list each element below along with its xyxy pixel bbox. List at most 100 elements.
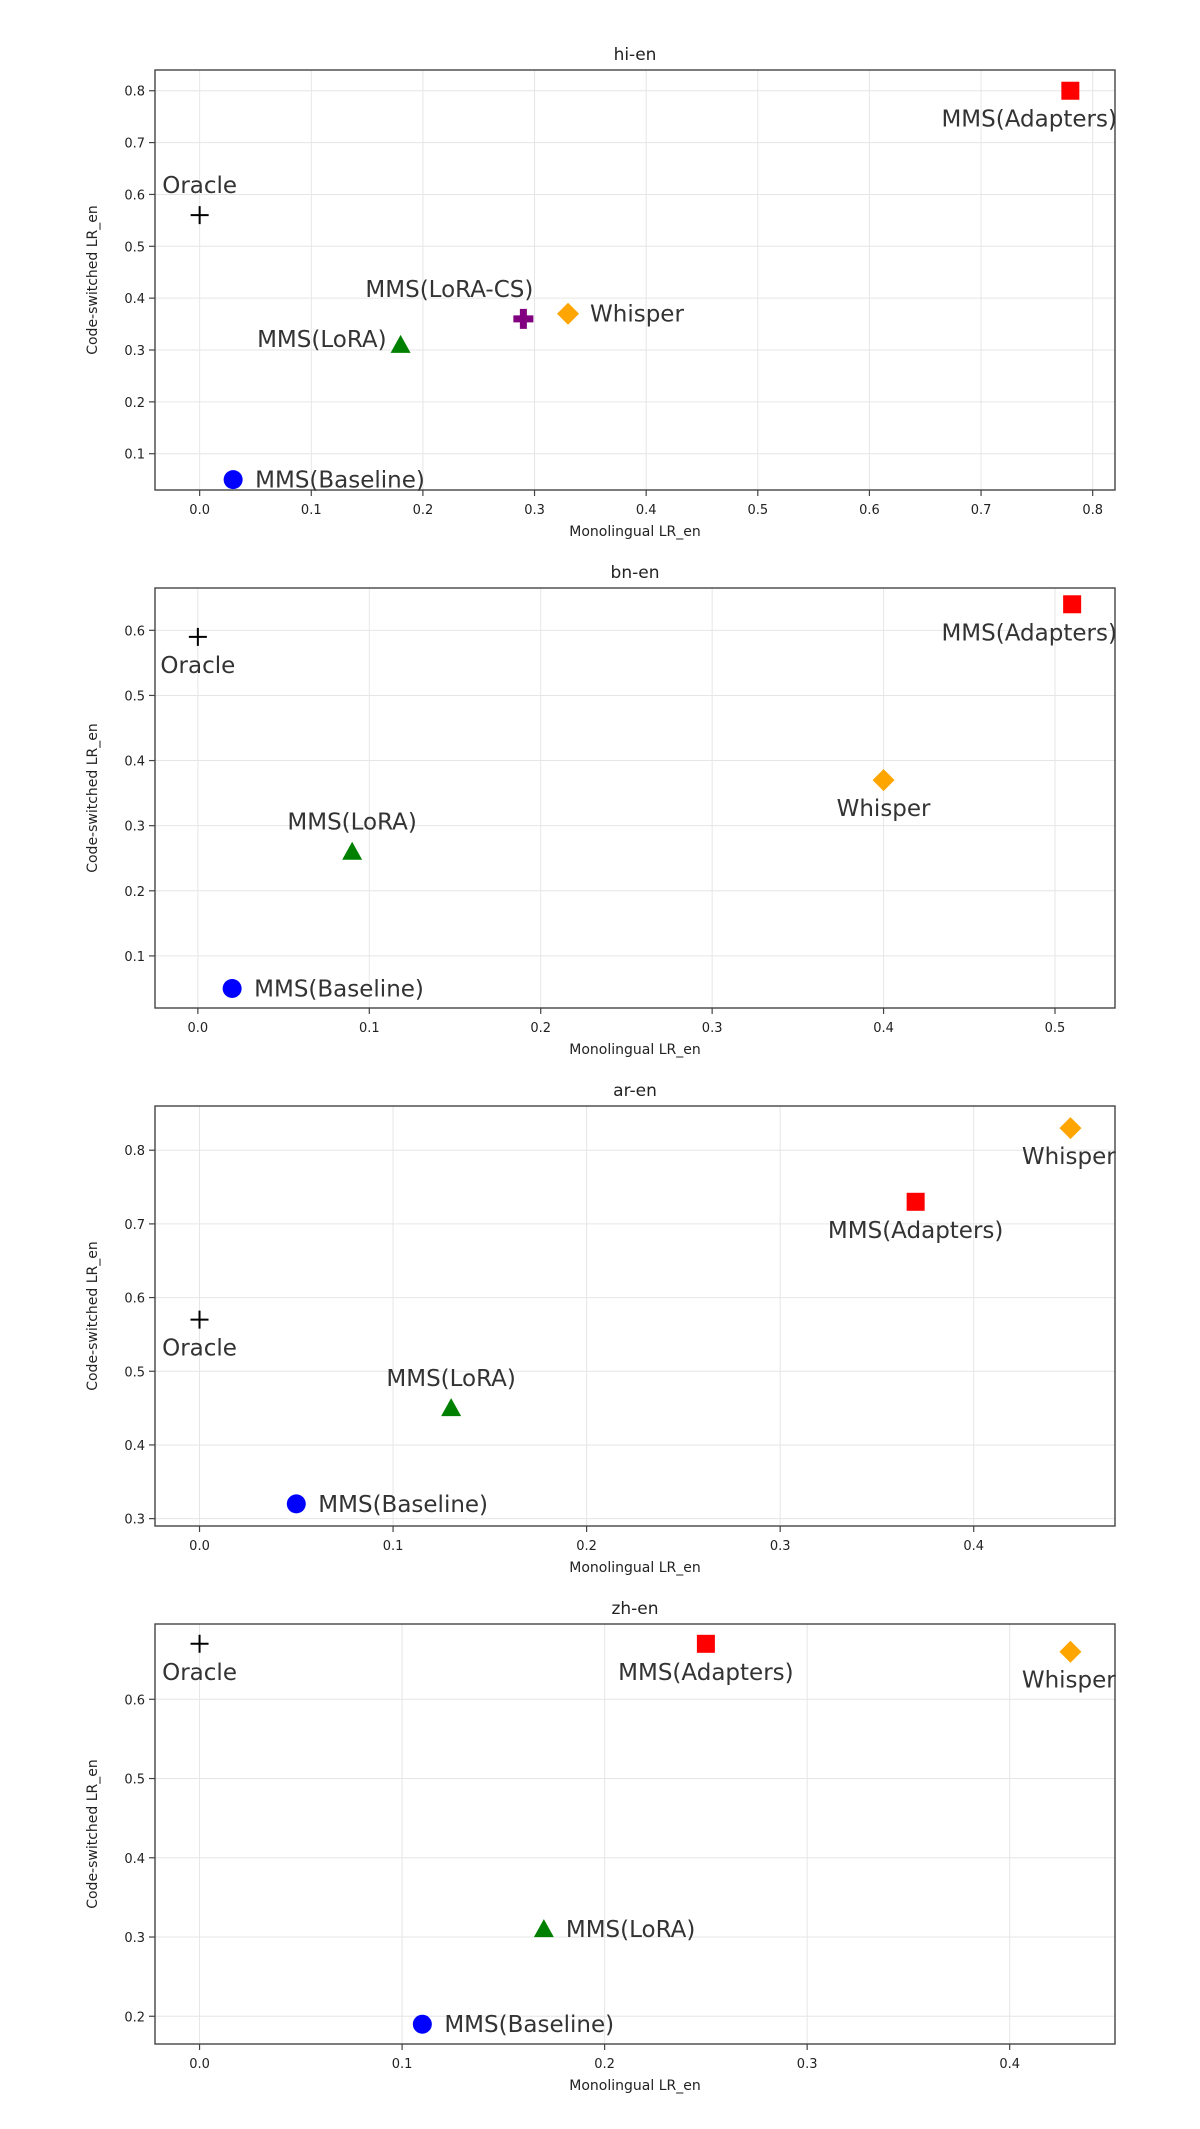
x-tick-label: 0.1 [383,1539,404,1554]
point-marker [441,1398,462,1417]
y-tick-label: 0.6 [124,1693,145,1708]
y-tick-label: 0.2 [124,2010,145,2025]
plot-frame [154,587,1116,1009]
x-tick-label: 0.2 [530,1021,551,1036]
point-marker [190,1310,209,1329]
x-tick-label: 0.3 [702,1021,723,1036]
point-marker [222,978,242,998]
y-tick-label: 0.2 [124,396,145,411]
y-tick-label: 0.2 [124,885,145,900]
x-tick-label: 0.4 [963,1539,984,1554]
point-marker [188,627,207,646]
chart-title: zh-en [611,1599,658,1619]
x-axis-label: Monolingual LR_en [569,1560,700,1576]
point-marker [342,841,363,860]
y-tick-label: 0.4 [124,755,145,770]
x-tick-label: 0.6 [859,503,880,518]
point-label: MMS(LoRA-CS) [365,277,533,303]
y-tick-label: 0.3 [124,1931,145,1946]
point-marker [513,308,534,329]
point-label: Oracle [162,1660,237,1686]
x-tick-label: 0.0 [188,1021,209,1036]
plot-frame [154,1623,1116,2045]
point-label: Oracle [162,173,237,199]
chart-panel-bn-en: 0.0 0.1 0.2 0.3 0.4 0.5 0.1 0.2 0.3 0.4 0.5 0.6 bn-e… [85,563,1117,1058]
y-tick-label: 0.6 [124,1292,145,1307]
y-tick-label: 0.8 [124,85,145,100]
point-label: MMS(Baseline) [255,468,425,494]
y-tick-label: 0.4 [124,292,145,307]
point-marker [872,769,895,792]
x-tick-label: 0.4 [636,503,657,518]
y-tick-label: 0.6 [124,624,145,639]
point-marker [1061,81,1080,100]
point-label: MMS(Adapters) [941,107,1116,133]
chart-title: hi-en [614,45,657,65]
point-marker [190,1634,209,1653]
point-label: Oracle [162,1336,237,1362]
x-tick-label: 0.8 [1082,503,1103,518]
y-axis-label: Code-switched LR_en [85,1241,101,1391]
x-tick-label: 0.0 [189,2057,210,2072]
x-tick-label: 0.2 [594,2057,615,2072]
x-tick-label: 0.3 [524,503,545,518]
x-tick-label: 0.7 [971,503,992,518]
x-tick-label: 0.0 [189,1539,210,1554]
x-tick-label: 0.2 [576,1539,597,1554]
point-marker [533,1919,554,1938]
y-tick-label: 0.5 [124,1773,145,1788]
point-label: MMS(Adapters) [941,620,1116,646]
point-marker [696,1634,715,1653]
y-axis-label: Code-switched LR_en [85,723,101,873]
y-tick-label: 0.3 [124,820,145,835]
chart-panel-zh-en: 0.0 0.1 0.2 0.3 0.4 0.2 0.3 0.4 0.5 0.6 zh-en Monol… [85,1599,1116,2094]
point-marker [1063,595,1082,614]
x-tick-label: 0.4 [873,1021,894,1036]
point-label: Whisper [837,796,931,822]
y-tick-label: 0.7 [124,137,145,152]
x-tick-label: 0.5 [747,503,768,518]
y-tick-label: 0.1 [124,448,145,463]
y-tick-label: 0.7 [124,1218,145,1233]
point-marker [906,1192,925,1211]
point-marker [557,302,580,325]
x-tick-label: 0.1 [359,1021,380,1036]
plot-frame [154,1105,1116,1527]
y-tick-label: 0.6 [124,188,145,203]
x-tick-label: 0.4 [999,2057,1020,2072]
point-marker [1059,1117,1082,1140]
point-label: MMS(LoRA) [257,327,387,353]
y-tick-label: 0.3 [124,1513,145,1528]
x-tick-label: 0.1 [301,503,322,518]
point-label: MMS(Baseline) [444,2012,614,2038]
point-marker [412,2014,432,2034]
x-axis-label: Monolingual LR_en [569,1042,700,1058]
point-label: Whisper [590,302,684,328]
point-marker [390,334,411,353]
y-tick-label: 0.8 [124,1144,145,1159]
point-label: MMS(Adapters) [618,1660,793,1686]
point-label: MMS(LoRA) [386,1366,516,1392]
x-tick-label: 0.3 [770,1539,791,1554]
plot-frame [154,69,1116,491]
chart-title: bn-en [611,563,660,583]
point-marker [190,206,209,225]
point-marker [223,470,243,490]
y-tick-label: 0.1 [124,950,145,965]
x-tick-label: 0.1 [392,2057,413,2072]
x-tick-label: 0.2 [413,503,434,518]
x-axis-label: Monolingual LR_en [569,524,700,540]
x-tick-label: 0.3 [797,2057,818,2072]
y-tick-label: 0.5 [124,1365,145,1380]
point-label: Whisper [1022,1144,1116,1170]
chart-title: ar-en [613,1081,657,1101]
y-tick-label: 0.4 [124,1439,145,1454]
point-label: MMS(LoRA) [566,1917,696,1943]
point-marker [1059,1640,1082,1663]
point-label: MMS(Adapters) [828,1218,1003,1244]
point-label: Whisper [1022,1668,1116,1694]
point-marker [286,1494,306,1514]
point-label: Oracle [160,653,235,679]
y-tick-label: 0.5 [124,689,145,704]
